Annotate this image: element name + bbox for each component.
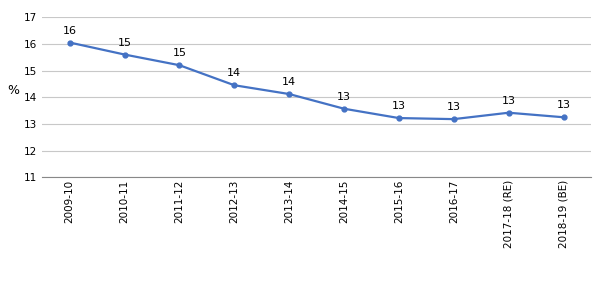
Text: 13: 13 xyxy=(557,100,570,110)
Text: 13: 13 xyxy=(447,102,461,112)
Text: 14: 14 xyxy=(282,77,296,87)
Text: 13: 13 xyxy=(337,92,351,102)
Text: 16: 16 xyxy=(63,25,77,35)
Text: 14: 14 xyxy=(227,68,241,78)
Text: 13: 13 xyxy=(502,96,516,106)
Text: 15: 15 xyxy=(172,48,186,58)
Text: 15: 15 xyxy=(118,37,131,47)
Y-axis label: %: % xyxy=(7,84,19,97)
Text: 13: 13 xyxy=(392,101,406,111)
